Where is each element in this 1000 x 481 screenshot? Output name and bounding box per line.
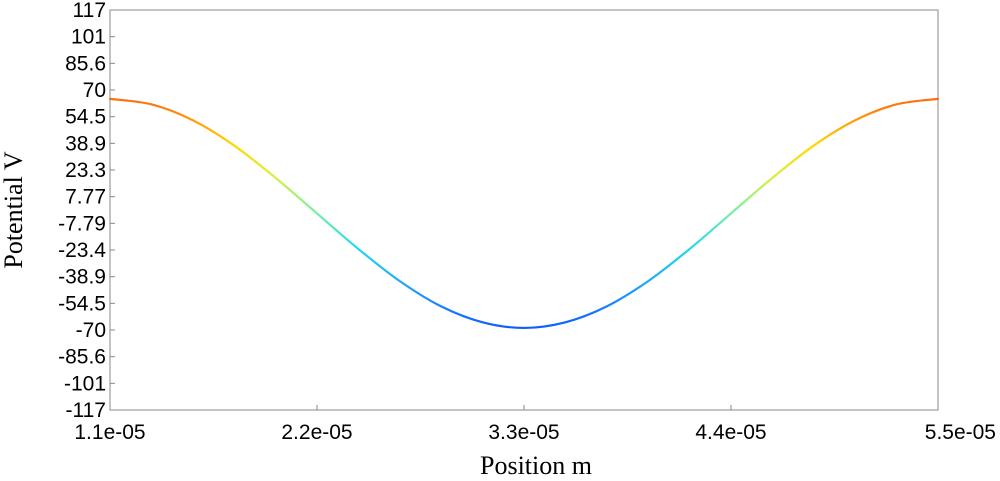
y-tick-label: -117 bbox=[66, 399, 106, 422]
y-tick-label: 7.77 bbox=[65, 186, 106, 209]
y-tick-label: 23.3 bbox=[65, 159, 106, 182]
x-tick-label: 2.2e-05 bbox=[281, 421, 352, 444]
x-axis-label: Position m bbox=[480, 451, 592, 480]
y-tick-label: 117 bbox=[73, 0, 106, 22]
plot-area bbox=[109, 9, 939, 411]
x-axis-ticks: 1.1e-05 2.2e-05 3.3e-05 4.4e-05 5.5e-05 bbox=[74, 405, 996, 444]
y-tick-label: -101 bbox=[64, 372, 106, 395]
x-tick-label: 4.4e-05 bbox=[695, 421, 766, 444]
series-line bbox=[108, 97, 940, 330]
y-tick-label: -70 bbox=[76, 319, 106, 342]
y-tick-label: 54.5 bbox=[65, 106, 106, 129]
y-tick-label: 85.6 bbox=[65, 52, 106, 75]
y-axis-ticks: 117 101 85.6 70 54.5 38.9 23.3 7.77 -7.79 -23.4 -3… bbox=[58, 0, 115, 422]
y-tick-label: -38.9 bbox=[58, 266, 106, 289]
y-tick-label: -85.6 bbox=[58, 346, 106, 369]
y-tick-label: -54.5 bbox=[58, 292, 106, 315]
y-tick-label: 38.9 bbox=[65, 132, 106, 155]
series-layer bbox=[108, 97, 940, 330]
y-axis-label: Potential V bbox=[0, 151, 28, 268]
x-tick-label: 3.3e-05 bbox=[488, 421, 559, 444]
y-tick-label: 70 bbox=[83, 79, 106, 102]
y-tick-label: -23.4 bbox=[58, 239, 106, 262]
x-tick-label: 5.5e-05 bbox=[925, 421, 996, 444]
y-tick-label: -7.79 bbox=[58, 212, 106, 235]
x-tick-label: 1.1e-05 bbox=[74, 421, 145, 444]
y-tick-label: 101 bbox=[71, 26, 106, 49]
